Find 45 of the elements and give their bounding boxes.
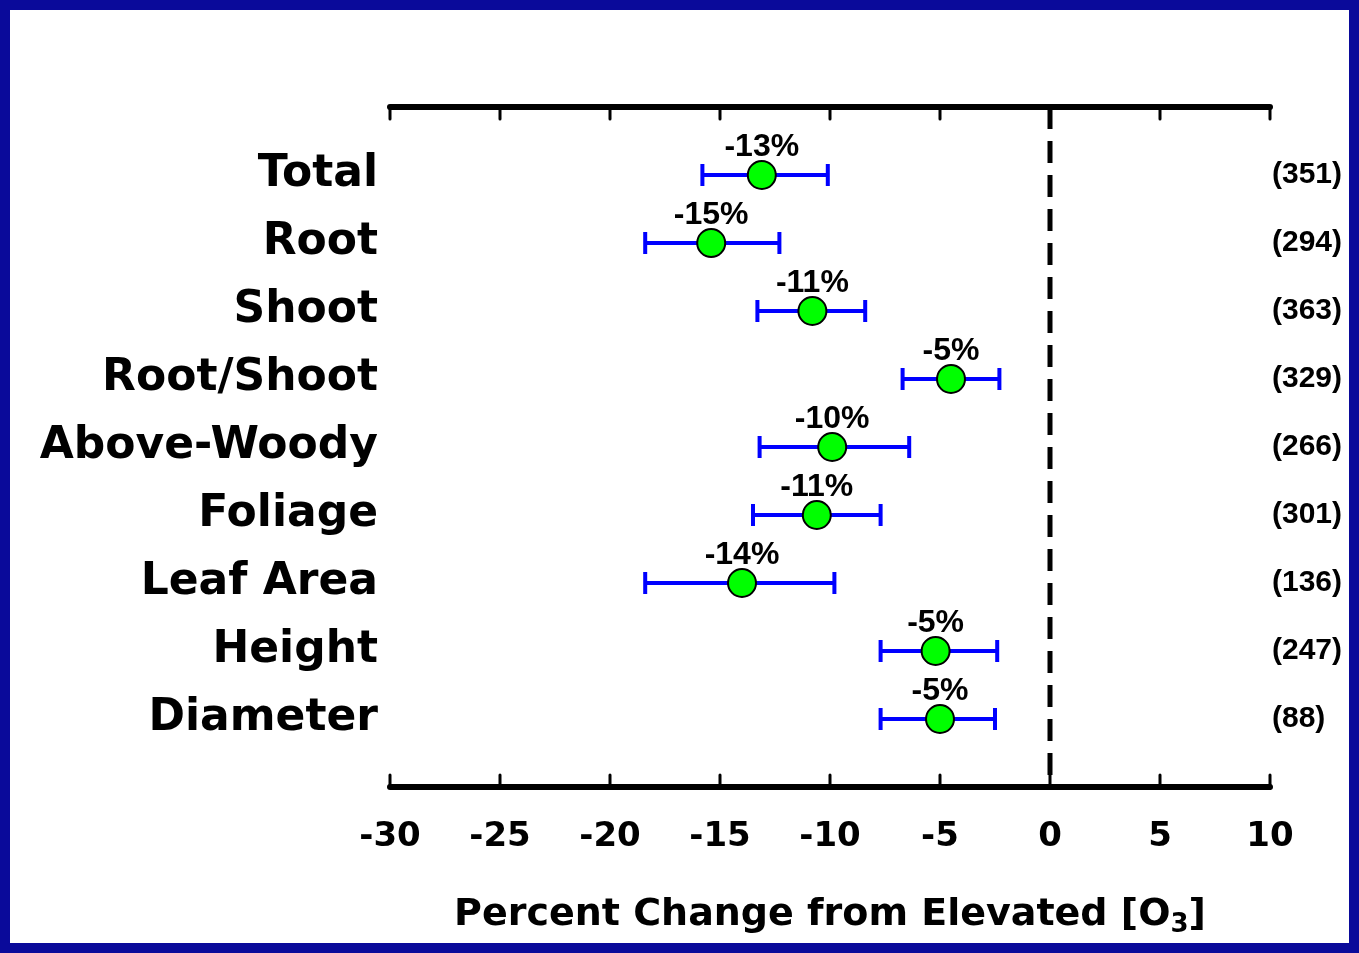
data-label: -13% — [724, 126, 800, 163]
x-tick-label: -20 — [579, 814, 641, 855]
y-tick-label: Root — [262, 213, 378, 265]
data-label: -5% — [907, 602, 965, 639]
point — [727, 568, 757, 598]
data-label: -10% — [794, 398, 870, 435]
x-tick-label: -30 — [359, 814, 421, 855]
x-tick-label: 5 — [1148, 814, 1172, 855]
x-tick-label: -5 — [921, 814, 959, 855]
y-tick-label: Leaf Area — [140, 553, 378, 605]
point — [746, 160, 777, 190]
y-tick-label: Total — [257, 145, 378, 197]
data-label: -5% — [911, 670, 969, 707]
text: (351) — [1272, 156, 1343, 190]
x-tick-label: -10 — [799, 814, 861, 855]
point — [801, 500, 832, 530]
x-tick-label: 10 — [1246, 814, 1294, 855]
point — [696, 228, 727, 258]
x-tick-label: -15 — [689, 814, 751, 855]
point — [817, 432, 848, 462]
x-tick-label: -25 — [469, 814, 531, 855]
text: (88) — [1272, 700, 1326, 734]
y-tick-label: Root/Shoot — [102, 349, 378, 401]
text: (363) — [1272, 292, 1343, 326]
y-tick-label: Diameter — [148, 689, 379, 741]
point — [925, 704, 955, 734]
text: (329) — [1272, 360, 1343, 394]
y-tick-label: Foliage — [198, 485, 378, 537]
text: (301) — [1272, 496, 1343, 530]
data-label: -11% — [775, 262, 849, 299]
y-tick-label: Shoot — [233, 281, 378, 333]
text: (294) — [1272, 224, 1343, 258]
text: (136) — [1272, 564, 1343, 598]
point — [936, 364, 966, 394]
data-label: -5% — [922, 330, 980, 367]
data-label: -15% — [673, 194, 749, 231]
y-tick-label: Height — [212, 621, 378, 673]
text: (266) — [1272, 428, 1343, 462]
point — [797, 296, 828, 326]
text: (247) — [1272, 632, 1343, 666]
point — [920, 636, 951, 666]
data-label: -14% — [704, 534, 780, 571]
data-label: -11% — [780, 466, 854, 503]
y-tick-label: Above-Woody — [39, 417, 378, 469]
x-tick-label: 0 — [1038, 814, 1062, 855]
